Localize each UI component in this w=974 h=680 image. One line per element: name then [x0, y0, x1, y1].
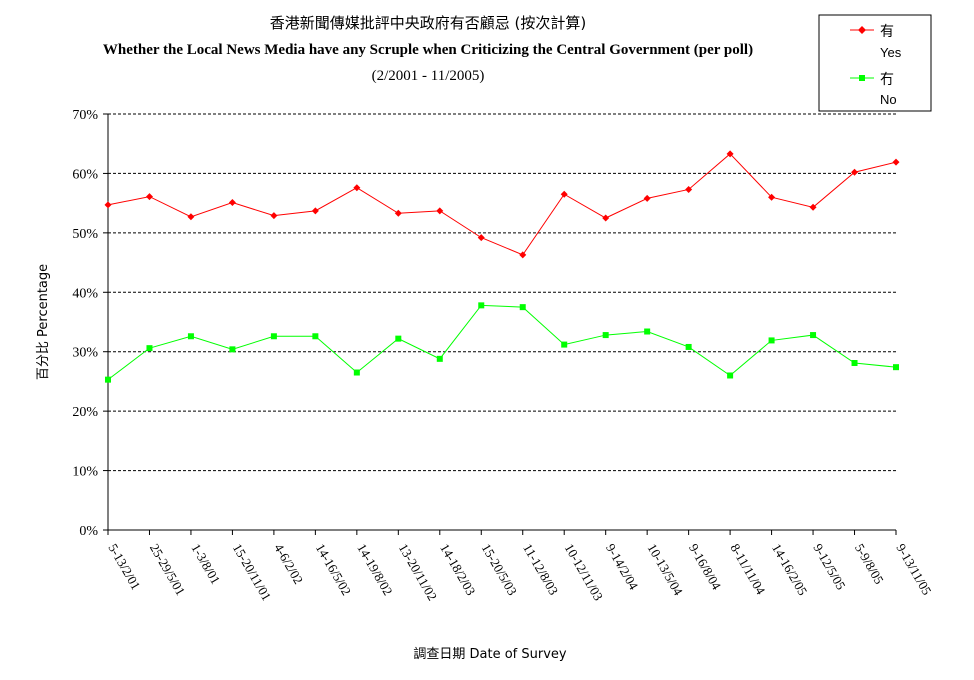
data-point-yes: [270, 212, 278, 220]
data-point-no: [727, 372, 734, 379]
y-tick-label: 40%: [72, 286, 98, 301]
data-point-yes: [643, 194, 651, 202]
data-point-yes: [187, 213, 195, 221]
x-tick-label: 14-19/8/02: [354, 541, 396, 598]
x-tick-label: 10-12/11/03: [562, 541, 607, 603]
data-point-yes: [477, 234, 485, 242]
data-point-no: [395, 335, 402, 342]
series-layer: [104, 150, 900, 383]
data-point-yes: [809, 203, 817, 211]
data-point-yes: [685, 185, 693, 193]
data-point-no: [478, 302, 485, 309]
data-point-yes: [768, 193, 776, 201]
data-point-yes: [436, 207, 444, 215]
x-tick-label: 13-20/11/02: [396, 541, 441, 603]
data-point-yes: [145, 193, 153, 201]
y-tick-label: 60%: [72, 167, 98, 182]
x-tick-label: 9-16/8/04: [686, 541, 725, 593]
x-tick-label: 15-20/5/03: [479, 541, 521, 598]
y-tick-label: 10%: [72, 465, 98, 480]
legend-yes-label-zh: 有: [880, 24, 894, 40]
data-point-no: [353, 369, 360, 376]
data-point-no: [270, 333, 277, 340]
x-tick-label: 5-9/8/05: [852, 541, 887, 587]
legend-no-label-en: No: [880, 92, 897, 107]
data-point-yes: [104, 201, 112, 209]
data-point-no: [602, 332, 609, 339]
x-axis: 5-13/2/01 25-29/5/01 1-3/8/01 15-20/11/014-…: [105, 529, 935, 603]
data-point-no: [644, 328, 651, 335]
legend-yes-marker: [858, 26, 866, 34]
x-tick-label: 14-18/2/03: [437, 541, 479, 598]
y-tick-label: 50%: [72, 227, 98, 242]
x-tick-label: 4-6/2/02: [271, 541, 306, 587]
chart-date-range: (2/2001 - 11/2005): [372, 68, 485, 84]
data-point-yes: [311, 207, 319, 215]
y-axis: 0% 10% 20% 30% 40% 50% 60% 70%: [72, 108, 109, 539]
x-tick-label: 9-14/2/04: [603, 541, 642, 593]
data-point-no: [768, 337, 775, 344]
chart-title: 香港新聞傳媒批評中央政府有否顧忌 (按次計算): [270, 14, 586, 32]
data-point-yes: [560, 190, 568, 198]
legend-box: [818, 14, 932, 112]
data-point-yes: [726, 150, 734, 158]
data-point-yes: [892, 158, 900, 166]
data-point-yes: [353, 184, 361, 192]
x-tick-label: 1-3/8/01: [188, 541, 223, 587]
y-tick-label: 0%: [79, 524, 98, 539]
y-tick-label: 70%: [72, 108, 98, 123]
x-tick-label: 14-16/2/05: [769, 541, 811, 598]
x-tick-label: 11-12/8/03: [520, 541, 561, 597]
x-tick-label: 5-13/2/01: [105, 541, 143, 592]
legend-yes-label-en: Yes: [880, 45, 902, 60]
y-axis-label: 百分比 Percentage: [36, 264, 51, 380]
grid: [108, 113, 896, 472]
data-point-no: [146, 345, 153, 352]
data-point-no: [519, 304, 526, 311]
chart-subtitle: Whether the Local News Media have any Sc…: [103, 42, 753, 58]
data-point-yes: [394, 209, 402, 217]
x-tick-label: 10-13/5/04: [645, 541, 687, 598]
x-tick-label: 9-13/11/05: [893, 541, 934, 597]
y-tick-label: 30%: [72, 346, 98, 361]
data-point-no: [312, 333, 319, 340]
data-point-no: [561, 341, 568, 348]
data-point-yes: [228, 199, 236, 207]
data-point-no: [187, 333, 194, 340]
data-point-yes: [519, 251, 527, 259]
data-point-yes: [602, 214, 610, 222]
x-tick-label: 8-11/11/04: [728, 541, 769, 598]
x-tick-label: 25-29/5/01: [147, 541, 189, 598]
data-point-no: [229, 346, 236, 353]
x-tick-label: 14-16/5/02: [313, 541, 355, 598]
data-point-no: [810, 332, 817, 339]
legend-no-marker: [859, 75, 865, 81]
x-axis-label: 調查日期 Date of Survey: [413, 647, 567, 662]
legend: 有 Yes 冇 No: [818, 14, 932, 112]
data-point-no: [105, 376, 111, 383]
data-point-no: [893, 364, 899, 371]
data-point-yes: [851, 168, 859, 176]
series-line-no: [107, 304, 897, 381]
y-tick-label: 20%: [72, 405, 98, 420]
x-tick-label: 15-20/11/01: [230, 541, 275, 603]
data-point-no: [685, 343, 692, 350]
series-line-yes: [107, 153, 897, 256]
legend-no-label-zh: 冇: [880, 72, 894, 88]
data-point-no: [436, 355, 443, 362]
data-point-no: [851, 360, 858, 367]
x-tick-label: 9-12/5/05: [810, 541, 848, 592]
